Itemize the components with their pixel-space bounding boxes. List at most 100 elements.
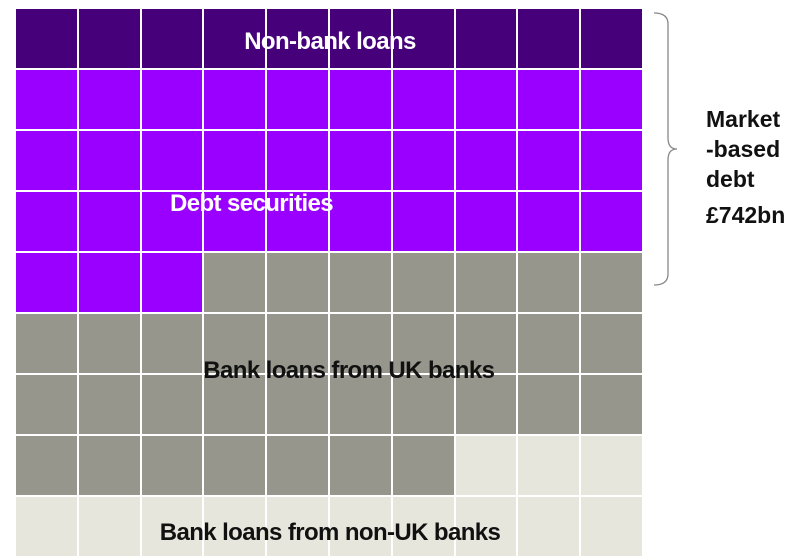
waffle-cell-uk-bank-loans [141,314,203,373]
bracket-value: £742bn [706,202,786,228]
waffle-cell-uk-bank-loans [455,375,517,434]
waffle-cell-uk-bank-loans [267,436,328,495]
waffle-cell-debt-securities [392,131,454,190]
waffle-cell-non-bank-loans [267,9,328,68]
waffle-cell-uk-bank-loans [392,253,454,312]
waffle-cell-debt-securities [518,131,580,190]
waffle-cell-uk-bank-loans [330,436,391,495]
waffle-cell-non-uk-bank-loans [204,497,266,556]
waffle-cell-non-bank-loans [16,9,77,68]
waffle-cell-debt-securities [141,131,203,190]
bracket-label-line-3: debt [706,166,755,192]
waffle-cell-debt-securities [204,192,266,251]
waffle-cell-debt-securities [16,131,77,190]
waffle-cell-non-uk-bank-loans [16,497,77,556]
waffle-cell-uk-bank-loans [78,436,140,495]
waffle-cell-uk-bank-loans [78,314,140,373]
waffle-cell-debt-securities [267,70,328,129]
waffle-cell-non-uk-bank-loans [518,497,580,556]
waffle-cell-debt-securities [330,192,391,251]
waffle-cell-non-bank-loans [141,9,203,68]
waffle-cell-debt-securities [518,192,580,251]
waffle-cell-debt-securities [78,70,140,129]
waffle-cell-non-bank-loans [455,9,517,68]
waffle-cell-uk-bank-loans [204,253,266,312]
waffle-cell-non-bank-loans [518,9,580,68]
waffle-cell-debt-securities [78,131,140,190]
waffle-cell-uk-bank-loans [330,375,391,434]
waffle-cell-uk-bank-loans [267,253,328,312]
waffle-cell-non-bank-loans [204,9,266,68]
waffle-cell-uk-bank-loans [392,436,454,495]
bracket-label-line-2: -based [706,136,781,162]
segment-label-debt-securities: Debt securities [169,190,334,217]
waffle-cell-debt-securities [16,70,77,129]
waffle-cell-non-uk-bank-loans [581,436,642,495]
waffle-cell-uk-bank-loans [204,436,266,495]
waffle-cell-non-uk-bank-loans [330,497,391,556]
waffle-cell-debt-securities [78,253,140,312]
waffle-cell-debt-securities [455,70,517,129]
waffle-cell-uk-bank-loans [78,375,140,434]
waffle-cell-uk-bank-loans [204,375,266,434]
waffle-cell-non-uk-bank-loans [141,497,203,556]
waffle-cell-debt-securities [581,192,642,251]
waffle-cell-uk-bank-loans [581,314,642,373]
waffle-cell-uk-bank-loans [581,253,642,312]
bracket-label-line-1: Market [706,106,781,132]
waffle-cell-uk-bank-loans [518,314,580,373]
waffle-cell-debt-securities [330,131,391,190]
waffle-cell-debt-securities [518,70,580,129]
waffle-cell-debt-securities [141,192,203,251]
waffle-cell-non-uk-bank-loans [78,497,140,556]
waffle-cell-non-uk-bank-loans [455,497,517,556]
waffle-chart: Non-bank loans Debt securities Bank loan… [16,9,644,558]
waffle-cell-debt-securities [16,192,77,251]
waffle-cell-debt-securities [455,131,517,190]
waffle-cell-non-uk-bank-loans [518,436,580,495]
waffle-cell-non-uk-bank-loans [581,497,642,556]
waffle-cell-uk-bank-loans [16,314,77,373]
waffle-cell-debt-securities [204,131,266,190]
waffle-cell-debt-securities [267,192,328,251]
waffle-cell-uk-bank-loans [330,253,391,312]
waffle-cell-uk-bank-loans [392,375,454,434]
waffle-cell-uk-bank-loans [141,436,203,495]
waffle-cell-uk-bank-loans [518,253,580,312]
waffle-cell-uk-bank-loans [455,314,517,373]
waffle-cell-debt-securities [330,70,391,129]
waffle-cell-uk-bank-loans [16,375,77,434]
waffle-cell-uk-bank-loans [455,253,517,312]
waffle-cell-debt-securities [141,70,203,129]
waffle-cell-debt-securities [267,131,328,190]
waffle-cell-non-bank-loans [330,9,391,68]
waffle-cell-debt-securities [455,192,517,251]
waffle-cell-non-bank-loans [581,9,642,68]
market-based-debt-bracket [653,12,678,286]
waffle-cell-debt-securities [141,253,203,312]
waffle-cell-uk-bank-loans [267,375,328,434]
waffle-cell-uk-bank-loans [581,375,642,434]
waffle-cell-uk-bank-loans [518,375,580,434]
waffle-cell-uk-bank-loans [392,314,454,373]
waffle-cell-debt-securities [78,192,140,251]
waffle-cell-non-bank-loans [392,9,454,68]
waffle-cell-debt-securities [581,70,642,129]
waffle-cell-uk-bank-loans [16,436,77,495]
waffle-cell-uk-bank-loans [141,375,203,434]
waffle-cell-non-uk-bank-loans [455,436,517,495]
waffle-cell-debt-securities [392,70,454,129]
waffle-cell-non-bank-loans [78,9,140,68]
waffle-cell-non-uk-bank-loans [392,497,454,556]
waffle-cell-uk-bank-loans [267,314,328,373]
waffle-cell-debt-securities [392,192,454,251]
waffle-cell-debt-securities [16,253,77,312]
segment-label-uk-bank-loans: Bank loans from UK banks [203,357,495,384]
waffle-cell-debt-securities [581,131,642,190]
waffle-cell-uk-bank-loans [204,314,266,373]
waffle-cell-debt-securities [204,70,266,129]
waffle-cell-non-uk-bank-loans [267,497,328,556]
waffle-cell-uk-bank-loans [330,314,391,373]
segment-label-non-bank-loans: Non-bank loans [244,28,416,55]
segment-label-non-uk-bank-loans: Bank loans from non-UK banks [159,519,501,546]
